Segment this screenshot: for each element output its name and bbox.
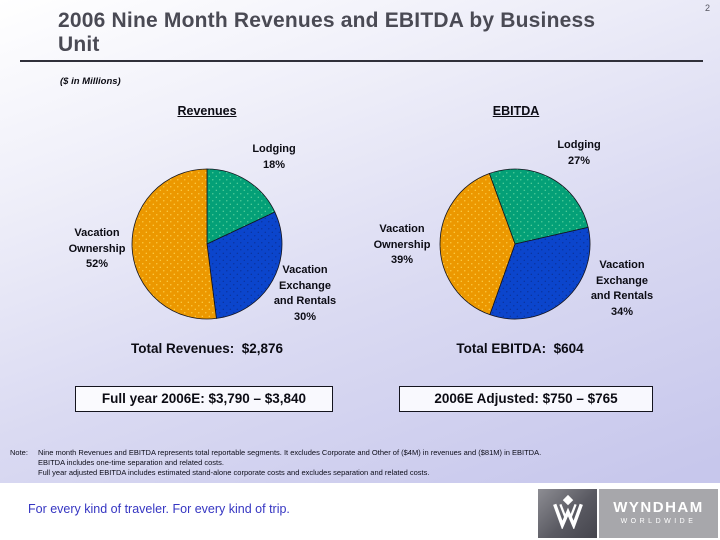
units-subtitle: ($ in Millions) xyxy=(60,76,121,87)
ebitda-label-vacation-exchange: Vacation Exchange and Rentals 34% xyxy=(588,258,656,320)
logo-brand-name: WYNDHAM xyxy=(613,499,704,516)
slice-label: Vacation Ownership xyxy=(68,227,126,255)
wyndham-logo-text: WYNDHAM WORLDWIDE xyxy=(599,489,718,538)
footnote: Note: Nine month Revenues and EBITDA rep… xyxy=(10,448,541,478)
revenues-label-lodging: Lodging 18% xyxy=(238,142,310,173)
slice-percent: 30% xyxy=(293,310,317,323)
ebitda-label-vacation-ownership: Vacation Ownership 39% xyxy=(362,222,442,269)
slice-label: Lodging xyxy=(557,139,601,151)
wyndham-logo-mark xyxy=(538,489,597,538)
slice-percent: 52% xyxy=(85,258,109,270)
revenues-callout-box: Full year 2006E: $3,790 – $3,840 xyxy=(75,386,333,412)
page-number: 2 xyxy=(704,3,710,13)
pie-slice-lodging xyxy=(206,168,276,245)
slice-label: Vacation Exchange and Rentals xyxy=(273,264,337,307)
slice-label: Vacation Ownership xyxy=(373,223,431,251)
ebitda-pie-chart xyxy=(435,164,595,324)
slice-percent: 34% xyxy=(610,305,634,318)
footnote-prefix: Note: xyxy=(10,448,28,457)
footnote-line: Nine month Revenues and EBITDA represent… xyxy=(38,448,542,457)
pie-slice-lodging xyxy=(488,168,589,245)
revenues-label-vacation-exchange: Vacation Exchange and Rentals 30% xyxy=(271,263,339,325)
logo-brand-subtitle: WORLDWIDE xyxy=(620,518,697,525)
slice-percent: 27% xyxy=(567,154,591,167)
footer-tagline: For every kind of traveler. For every ki… xyxy=(28,502,290,516)
footnote-line: EBITDA includes one-time separation and … xyxy=(38,458,224,467)
ebitda-total: Total EBITDA: $604 xyxy=(456,341,584,356)
slide-title: 2006 Nine Month Revenues and EBITDA by B… xyxy=(58,9,596,56)
ebitda-label-lodging: Lodging 27% xyxy=(543,138,615,169)
slice-percent: 39% xyxy=(390,254,414,266)
revenues-chart-heading: Revenues xyxy=(177,104,237,118)
slice-percent: 18% xyxy=(262,158,286,171)
footnote-line: Full year adjusted EBITDA includes estim… xyxy=(38,468,430,477)
ebitda-callout-box: 2006E Adjusted: $750 – $765 xyxy=(399,386,653,412)
pie-slice-vacation-exchange-and-rentals xyxy=(489,226,591,320)
pie-slice-vacation-ownership xyxy=(131,168,217,320)
slice-label: Vacation Exchange and Rentals xyxy=(590,259,654,302)
wyndham-w-icon xyxy=(549,493,587,534)
ebitda-chart-heading: EBITDA xyxy=(492,104,540,118)
wyndham-logo: WYNDHAM WORLDWIDE xyxy=(538,489,718,538)
title-divider xyxy=(20,60,703,62)
revenues-total: Total Revenues: $2,876 xyxy=(130,341,284,356)
pie-slice-vacation-exchange-and-rentals xyxy=(206,211,283,319)
pie-slice-vacation-ownership xyxy=(439,173,516,316)
slice-label: Lodging xyxy=(252,143,296,155)
revenues-pie-chart xyxy=(127,164,287,324)
revenues-label-vacation-ownership: Vacation Ownership 52% xyxy=(57,226,137,273)
